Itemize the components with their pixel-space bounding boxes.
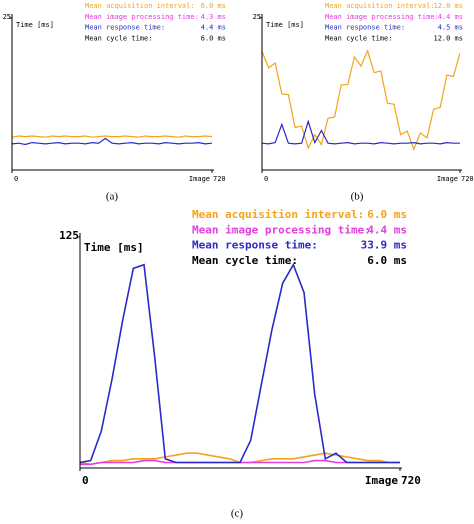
y-axis-label: Time [ms] — [266, 21, 304, 29]
x-axis-label: Image — [365, 474, 398, 487]
y-axis-label: Time [ms] — [84, 241, 144, 254]
series-line — [261, 119, 460, 145]
legend-stat: 6.0 ms — [201, 34, 226, 42]
y-tick-label: 125 — [59, 229, 79, 242]
legend-label: Mean response time: — [85, 24, 165, 32]
x-tick-label: 720 — [401, 474, 421, 487]
caption: (b) — [351, 191, 364, 203]
legend-label: Mean cycle time: — [85, 34, 152, 42]
legend-stat: 6.0 ms — [367, 208, 407, 221]
legend-label: Mean response time: — [325, 24, 405, 32]
legend-label: Mean cycle time: — [192, 254, 298, 267]
chart: 25 0 720 Time [ms] Image Mean acquisition int… — [253, 2, 474, 203]
legend-label: Mean image processing time: — [325, 13, 439, 21]
x-tick-label: 0 — [264, 175, 268, 183]
legend-stat: 4.5 ms — [438, 24, 463, 32]
legend-label: Mean acquisition interval: — [85, 2, 195, 10]
legend-label: Mean image processing time: — [85, 13, 199, 21]
legend-stat: 4.4 ms — [367, 223, 407, 236]
y-tick-label: 25 — [253, 13, 261, 21]
legend-label: Mean response time: — [192, 239, 318, 252]
x-tick-label: 0 — [82, 474, 89, 487]
legend-label: Mean image processing time: — [192, 223, 371, 236]
legend-stat: 12.0 ms — [433, 2, 463, 10]
x-tick-label: 720 — [461, 175, 474, 183]
caption: (a) — [106, 191, 119, 203]
x-tick-label: 720 — [213, 175, 226, 183]
legend-stat: 4.4 ms — [201, 24, 226, 32]
legend-label: Mean acquisition interval: — [325, 2, 435, 10]
x-tick-label: 0 — [14, 175, 18, 183]
legend-label: Mean cycle time: — [325, 34, 392, 42]
x-axis-label: Image — [189, 175, 210, 183]
legend-stat: 6.0 ms — [367, 254, 407, 267]
chart: 125 0 720 Time [ms] Image Mean acquisition in… — [59, 208, 421, 520]
series-line — [11, 135, 213, 138]
series-line — [261, 49, 461, 151]
legend-stat: 12.0 ms — [433, 34, 463, 42]
series-line — [79, 262, 400, 464]
caption: (c) — [231, 508, 244, 520]
legend-stat: 4.4 ms — [438, 13, 463, 21]
legend-stat: 33.9 ms — [361, 239, 407, 252]
chart: 25 0 720 Time [ms] Image Mean acquisition int… — [3, 2, 226, 203]
legend-label: Mean acquisition interval: — [192, 208, 364, 221]
y-axis-label: Time [ms] — [16, 21, 54, 29]
legend-stat: 4.3 ms — [201, 13, 226, 21]
legend-stat: 6.0 ms — [201, 2, 226, 10]
y-tick-label: 25 — [3, 13, 11, 21]
x-axis-label: Image — [437, 175, 458, 183]
series-line — [11, 137, 213, 146]
